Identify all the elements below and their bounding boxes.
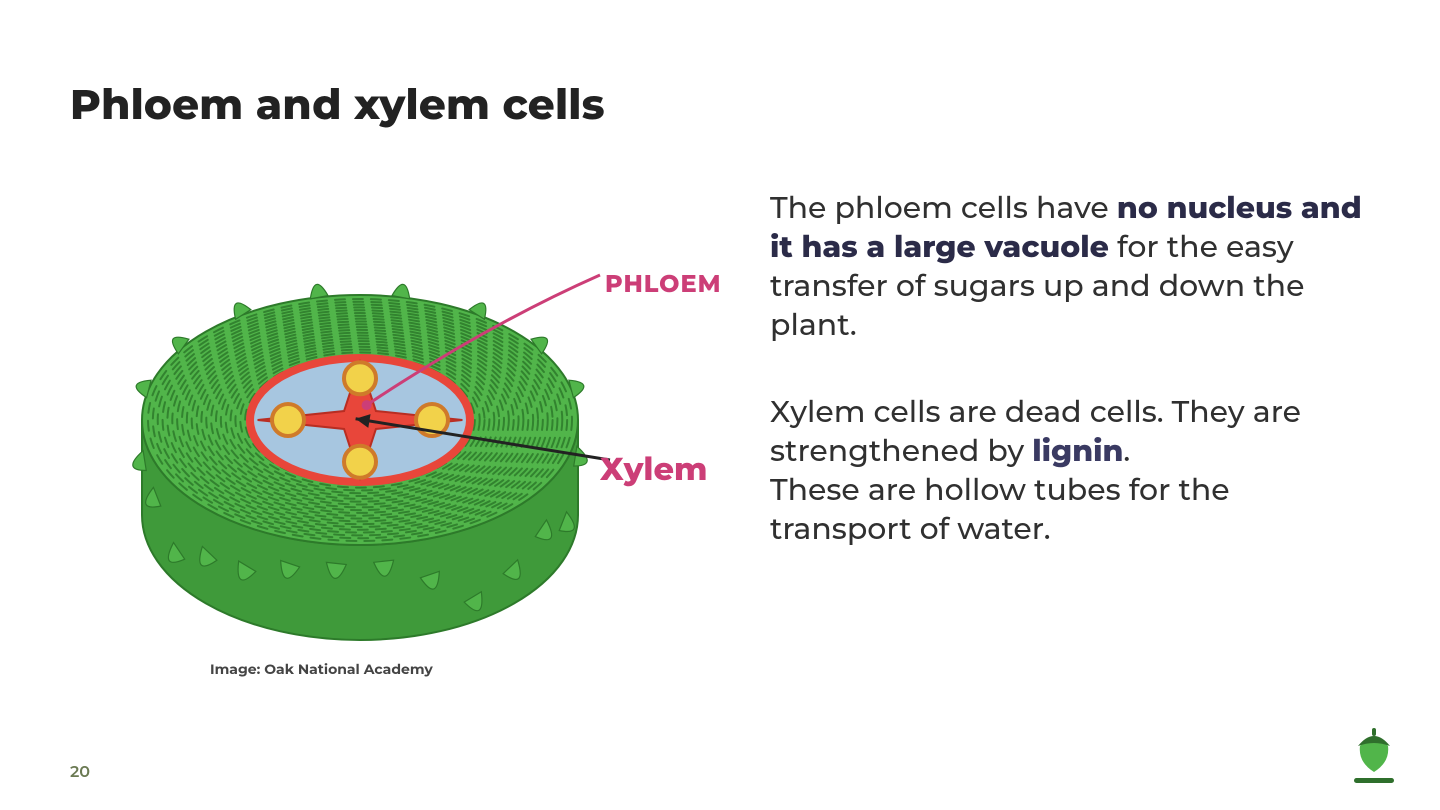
slide: Phloem and xylem cells PHLOEM Xylem Imag… bbox=[0, 0, 1440, 810]
phloem-paragraph: The phloem cells have no nucleus and it … bbox=[770, 188, 1370, 344]
phloem-label: PHLOEM bbox=[605, 270, 722, 299]
xylem-label: Xylem bbox=[600, 450, 707, 489]
page-number: 20 bbox=[70, 763, 90, 782]
xylem-text-bold: lignin bbox=[1032, 432, 1123, 469]
phloem-text-pre: The phloem cells have bbox=[770, 189, 1117, 226]
description-column: The phloem cells have no nucleus and it … bbox=[770, 188, 1370, 548]
xylem-text-line2: These are hollow tubes for the transport… bbox=[770, 471, 1230, 547]
xylem-text-period: . bbox=[1123, 432, 1130, 469]
image-credit: Image: Oak National Academy bbox=[210, 660, 433, 678]
diagram-svg bbox=[110, 205, 670, 665]
xylem-paragraph: Xylem cells are dead cells. They are str… bbox=[770, 392, 1370, 548]
acorn-logo-icon bbox=[1346, 724, 1402, 784]
stem-cross-section-diagram bbox=[110, 205, 670, 665]
slide-title: Phloem and xylem cells bbox=[70, 78, 605, 130]
